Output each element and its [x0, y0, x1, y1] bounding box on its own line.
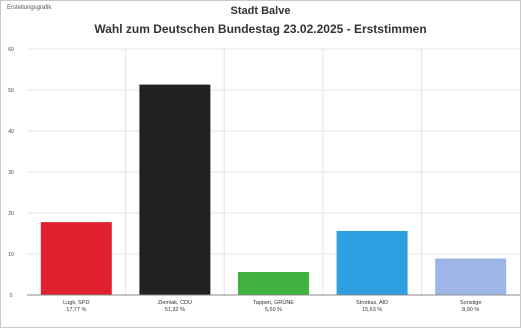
- y-tick-label: 50: [8, 88, 14, 94]
- chart-title: Wahl zum Deutschen Bundestag 23.02.2025 …: [94, 22, 427, 36]
- bar: [435, 258, 507, 295]
- data-label: 17,77 %: [66, 307, 86, 313]
- y-tick-label: 0: [10, 293, 13, 299]
- y-tick-label: 60: [8, 47, 14, 53]
- data-label: 15,63 %: [362, 307, 382, 313]
- y-tick-label: 20: [8, 211, 14, 217]
- x-tick-label: Sonstige: [460, 300, 481, 306]
- data-label: 5,60 %: [265, 307, 282, 313]
- bar: [139, 84, 211, 295]
- corner-label: Erstellungsgrafik: [7, 5, 52, 11]
- chart-subtitle: Stadt Balve: [230, 5, 291, 17]
- y-tick-label: 40: [8, 129, 14, 135]
- x-tick-label: Ziemiak, CDU: [158, 300, 192, 306]
- bar: [40, 222, 112, 295]
- bar: [238, 272, 309, 295]
- x-tick-label: Strotkas, AfD: [356, 300, 388, 306]
- data-label: 8,90 %: [462, 307, 479, 313]
- x-tick-label: Tappen, GRÜNE: [253, 299, 294, 306]
- x-tick-label: Lugk, SPD: [63, 300, 89, 306]
- y-tick-label: 10: [8, 252, 14, 258]
- bar: [336, 230, 408, 295]
- y-tick-label: 30: [8, 170, 14, 176]
- data-label: 51,32 %: [165, 307, 185, 313]
